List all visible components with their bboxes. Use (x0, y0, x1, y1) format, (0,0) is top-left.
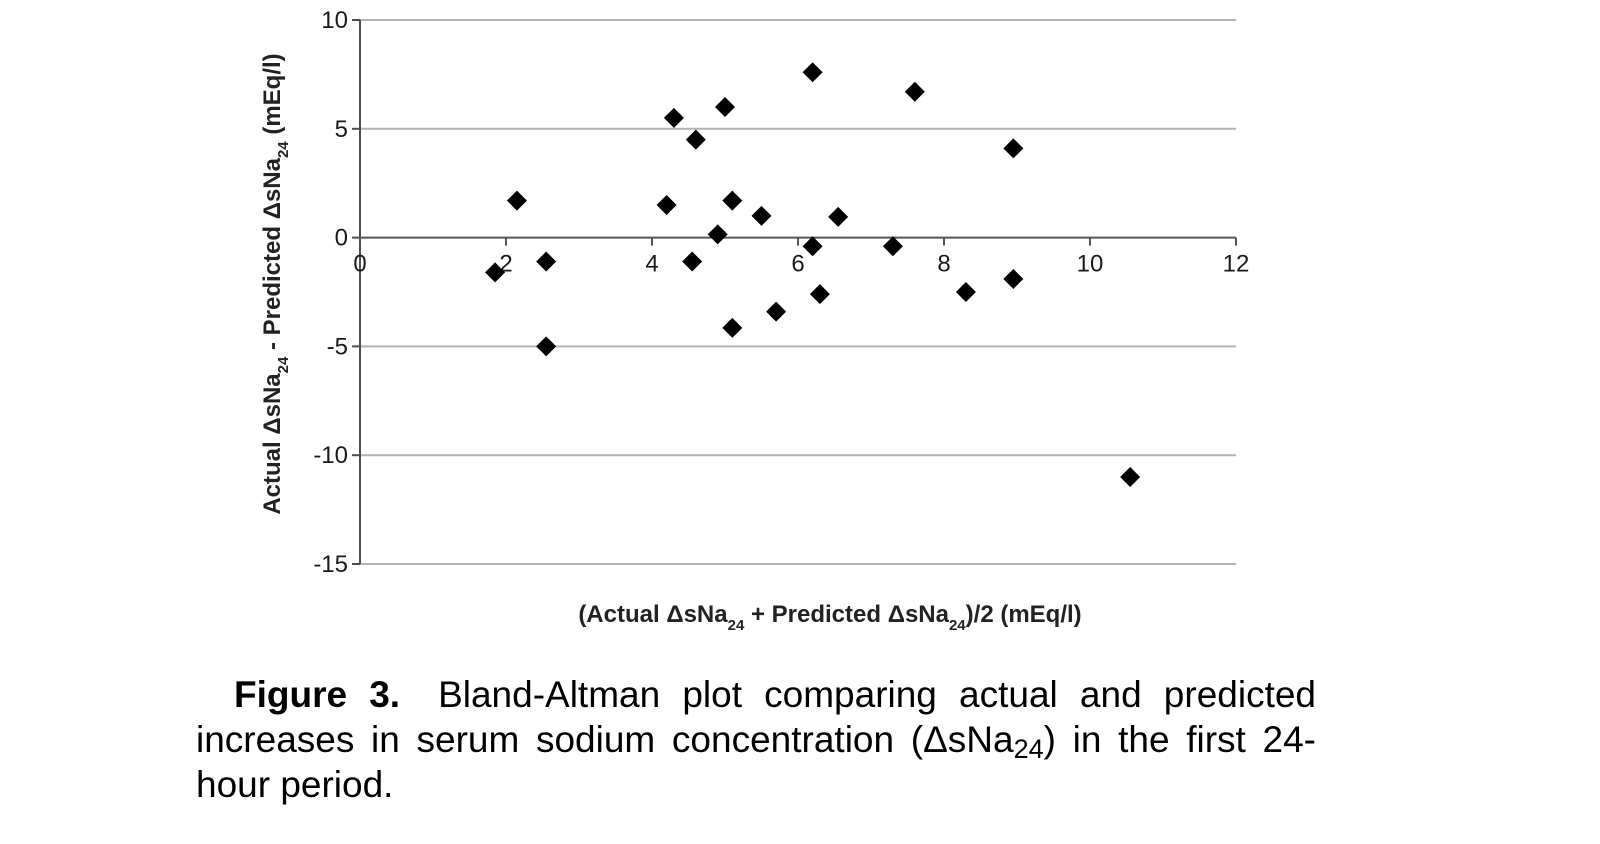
data-point-11 (722, 190, 743, 211)
data-point-17 (809, 284, 830, 305)
y-tick-label--5: -5 (327, 333, 348, 360)
x-axis-ticks: 0 2 4 6 8 10 12 (353, 237, 1250, 278)
caption-text-end: ) in the first 24-hour period. (196, 719, 1316, 805)
y-tick-label-0: 0 (335, 225, 348, 252)
data-point-14 (766, 301, 787, 322)
data-point-6 (663, 107, 684, 128)
data-point-7 (685, 129, 706, 150)
x-tick-label-4: 4 (645, 251, 658, 278)
y-axis-title: Actual ΔsNa24 - Predicted ΔsNa24 (mEq/l) (259, 53, 292, 514)
x-axis-title: (Actual ΔsNa24 + Predicted ΔsNa24)/2 (mE… (578, 601, 1081, 634)
y-tick-label--15: -15 (313, 551, 348, 578)
data-point-4 (536, 336, 557, 357)
x-tick-label-12: 12 (1223, 251, 1250, 278)
x-tick-label-6: 6 (791, 251, 804, 278)
data-point-12 (722, 317, 743, 338)
y-axis-ticks: 10 5 0 -5 -10 -15 (313, 7, 360, 578)
data-point-21 (955, 282, 976, 302)
caption-text: Bland-Altman plot comparing actual and p… (196, 674, 1317, 760)
data-point-20 (904, 81, 925, 102)
x-tick-label-10: 10 (1077, 251, 1104, 278)
y-tick-label-10: 10 (321, 7, 348, 34)
y-tick-label-5: 5 (335, 116, 348, 143)
gridlines (360, 19, 1236, 565)
x-tick-label-0: 0 (353, 251, 366, 278)
data-point-1 (485, 262, 506, 283)
data-point-13 (751, 205, 772, 226)
caption-subscript: 24 (1013, 734, 1044, 764)
x-tick-label-8: 8 (937, 251, 950, 278)
data-point-22 (1003, 138, 1024, 159)
data-point-10 (715, 97, 735, 118)
data-point-3 (536, 251, 557, 272)
data-point-9 (707, 224, 728, 245)
data-point-2 (506, 190, 527, 211)
data-point-19 (882, 236, 903, 257)
data-point-8 (682, 251, 703, 272)
data-point-18 (828, 206, 849, 227)
y-tick-label--10: -10 (313, 442, 348, 469)
data-point-23 (1003, 268, 1024, 289)
figure-label: Figure 3. (234, 674, 401, 715)
data-point-24 (1120, 466, 1141, 487)
data-point-15 (802, 62, 823, 83)
data-point-5 (656, 194, 677, 215)
figure-caption: Figure 3. Bland-Altman plot comparing act… (196, 672, 1316, 807)
data-points (485, 62, 1141, 487)
data-point-16 (802, 236, 823, 257)
axes (359, 20, 1236, 564)
